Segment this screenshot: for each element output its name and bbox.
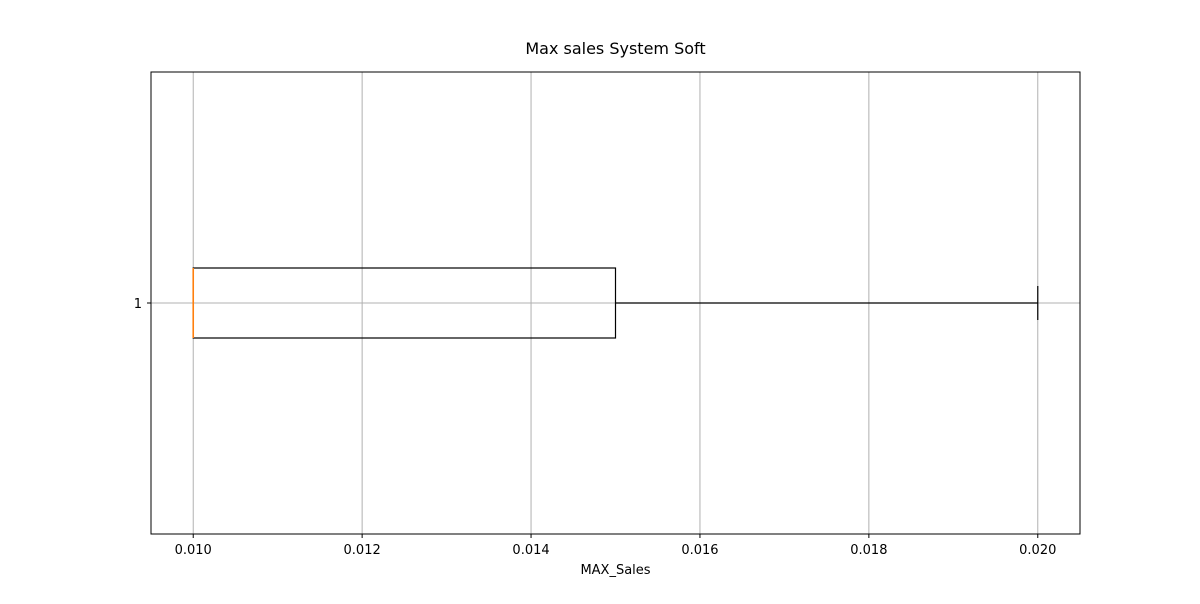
chart-title: Max sales System Soft: [525, 39, 705, 58]
box-group: [192, 267, 1039, 339]
x-tick-label: 0.020: [1019, 543, 1056, 558]
axis-ticks: 0.010 0.012 0.014 0.016 0.018 0.020 1: [134, 297, 1057, 558]
x-tick-label: 0.014: [512, 543, 549, 558]
y-tick-label: 1: [134, 297, 142, 312]
x-tick-label: 0.018: [850, 543, 887, 558]
x-tick-label: 0.010: [175, 543, 212, 558]
x-tick-label: 0.012: [344, 543, 381, 558]
x-tick-label: 0.016: [681, 543, 718, 558]
x-axis-label: MAX_Sales: [580, 563, 650, 578]
